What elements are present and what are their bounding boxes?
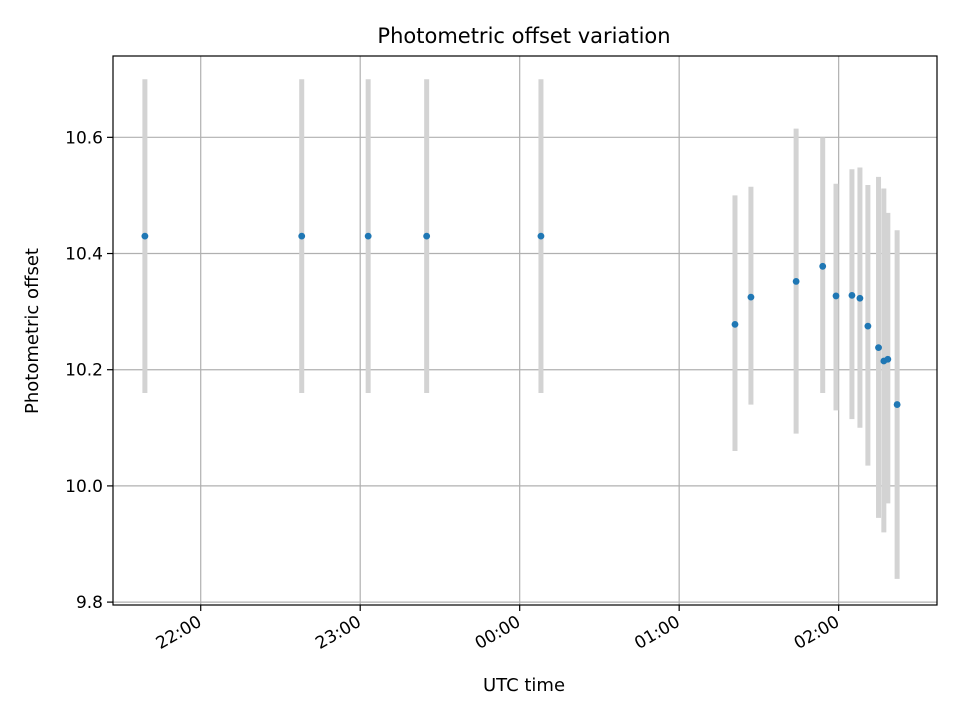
y-tick-label: 10.0	[65, 477, 103, 497]
y-axis-ticks: 9.8 10.0 10.2 10.4 10.6	[65, 128, 113, 613]
x-axis-ticks: 22:00 23:00 00:00 01:00 02:00	[153, 605, 843, 654]
data-point	[423, 232, 431, 240]
y-tick-label: 10.4	[65, 245, 103, 265]
data-point	[875, 344, 882, 352]
data-point	[832, 292, 840, 300]
grid	[113, 56, 937, 605]
x-tick-label: 23:00	[312, 612, 364, 654]
x-tick-label: 22:00	[153, 612, 205, 654]
data-point	[856, 294, 864, 302]
x-tick-label: 02:00	[791, 612, 843, 654]
data-point	[893, 401, 901, 408]
x-axis-label: UTC time	[483, 675, 565, 696]
chart-title: Photometric offset variation	[377, 24, 670, 48]
x-tick-label: 01:00	[631, 612, 683, 654]
data-point	[731, 321, 739, 328]
errorbars	[142, 79, 900, 579]
y-tick-label: 9.8	[76, 593, 103, 613]
data-point	[848, 291, 856, 299]
data-point	[819, 262, 827, 270]
y-tick-label: 10.2	[65, 361, 103, 381]
data-point	[884, 355, 892, 363]
data-point	[864, 322, 872, 330]
data-point	[364, 232, 372, 240]
y-tick-label: 10.6	[65, 128, 103, 148]
y-axis-label: Photometric offset	[22, 248, 43, 414]
plot-area-frame	[112, 55, 938, 606]
data-points	[141, 232, 901, 408]
data-point	[747, 293, 755, 301]
data-point	[141, 232, 149, 240]
data-point	[298, 232, 306, 240]
x-tick-label: 00:00	[472, 612, 524, 654]
data-point	[792, 278, 800, 285]
data-point	[537, 232, 545, 240]
